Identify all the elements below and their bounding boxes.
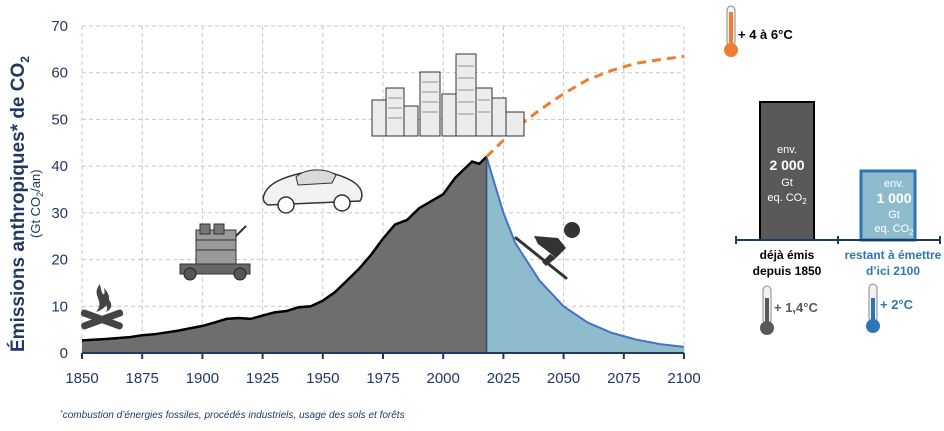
- projection-dashed-line: [485, 54, 685, 158]
- x-tick-label: 1850: [65, 370, 98, 387]
- spent-budget-bar: [759, 101, 815, 241]
- svg-text:Gt: Gt: [781, 177, 793, 189]
- x-tick-label: 1900: [186, 370, 219, 387]
- y-tick-label: 50: [51, 111, 68, 128]
- high-scenario-label: + 4 à 6°C: [738, 27, 793, 42]
- y-tick-label: 0: [60, 345, 68, 362]
- engine-icon: [179, 223, 251, 281]
- thermometer-icon: [760, 285, 774, 335]
- y-tick-label: 60: [51, 65, 68, 82]
- remaining-caption-line2: d’ici 2100: [866, 264, 920, 278]
- historical-emissions-area: [82, 156, 487, 353]
- x-tick-label: 1925: [246, 370, 279, 387]
- decline-scenario-area: [486, 156, 684, 353]
- svg-text:env.: env.: [884, 178, 904, 190]
- x-tick-label: 2100: [667, 370, 700, 387]
- x-axis-ticks: 1850 1875 1900 1925 1950 1975 2000 2025 2050 2075…: [65, 353, 701, 387]
- remaining-budget-text: env. 1 000 Gt eq. CO2: [874, 178, 914, 237]
- y-axis-title: Émissions anthropiques* de CO2: [7, 56, 32, 352]
- y-tick-label: 20: [51, 252, 68, 269]
- remaining-caption-line1: restant à émettre: [845, 248, 942, 262]
- spent-caption-line2: depuis 1850: [753, 264, 822, 278]
- remaining-temperature: + 2°C: [880, 297, 914, 312]
- x-tick-label: 1875: [126, 370, 159, 387]
- spent-budget-text: env. 2 000 Gt eq. CO2: [767, 144, 807, 206]
- x-tick-label: 1950: [306, 370, 339, 387]
- svg-text:eq. CO2: eq. CO2: [874, 223, 914, 237]
- svg-text:eq. CO2: eq. CO2: [767, 192, 807, 206]
- campfire-icon: [80, 284, 124, 330]
- car-icon: [262, 169, 363, 214]
- x-tick-label: 1975: [366, 370, 399, 387]
- x-tick-label: 2075: [607, 370, 640, 387]
- thermometer-icon: [866, 283, 880, 333]
- footnote: *combustion d’énergies fossiles, procédé…: [60, 410, 405, 421]
- x-tick-label: 2000: [427, 370, 460, 387]
- y-tick-label: 40: [51, 158, 68, 175]
- x-tick-label: 2050: [547, 370, 580, 387]
- decline-scenario-line: [485, 156, 685, 348]
- y-tick-label: 70: [51, 18, 68, 35]
- svg-text:env.: env.: [777, 144, 797, 156]
- y-axis-ticks: 0 10 20 30 40 50 60 70: [51, 18, 68, 362]
- spent-temperature: + 1,4°C: [774, 300, 818, 315]
- y-tick-label: 10: [51, 298, 68, 315]
- thermometer-icon: [724, 5, 738, 57]
- svg-text:Gt: Gt: [888, 209, 900, 221]
- svg-text:1 000: 1 000: [876, 190, 911, 206]
- historical-emissions-line: [81, 155, 488, 342]
- city-skyline-icon: [371, 53, 525, 137]
- x-tick-label: 2025: [487, 370, 520, 387]
- y-axis-unit: (Gt CO2/an): [28, 169, 45, 238]
- spent-caption-line1: déjà émis: [760, 248, 815, 262]
- skier-icon: [514, 222, 580, 280]
- y-tick-label: 30: [51, 205, 68, 222]
- svg-text:2 000: 2 000: [769, 157, 804, 173]
